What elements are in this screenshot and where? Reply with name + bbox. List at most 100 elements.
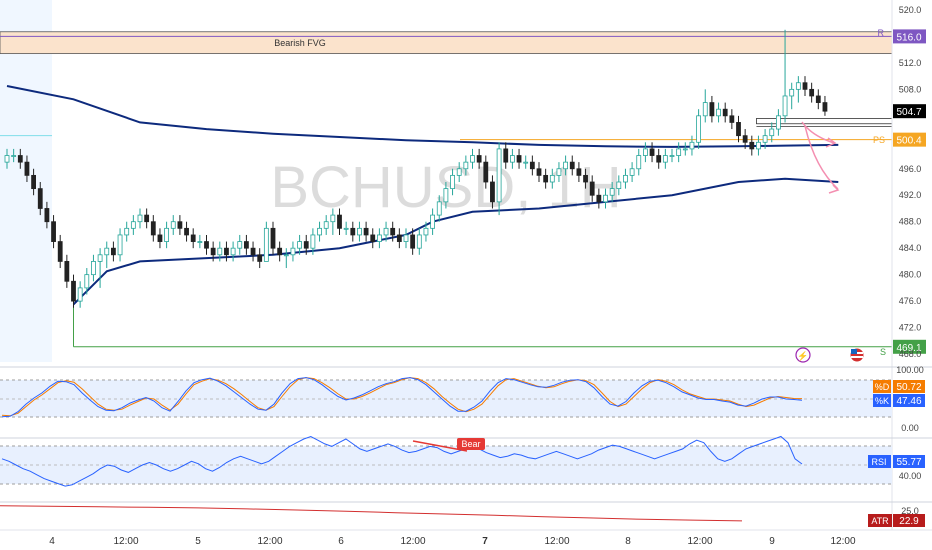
candle-body[interactable] — [164, 227, 170, 242]
candle-body[interactable] — [556, 168, 562, 176]
time-axis[interactable]: 4 12:00 5 12:00 6 12:00 7 12:00 8 12:00 9 12:00 — [49, 536, 856, 547]
candle-body[interactable] — [496, 148, 502, 203]
candle-body[interactable] — [430, 214, 436, 229]
candle-body[interactable] — [210, 247, 216, 256]
candle-body[interactable] — [64, 261, 70, 282]
candle-body[interactable] — [343, 227, 349, 230]
candle-body[interactable] — [596, 194, 602, 203]
candle-body[interactable] — [443, 188, 449, 203]
candle-body[interactable] — [17, 155, 23, 163]
candle-body[interactable] — [197, 241, 203, 243]
candle-body[interactable] — [509, 155, 515, 163]
candle-body[interactable] — [463, 161, 469, 170]
candle-body[interactable] — [150, 221, 156, 236]
candle-body[interactable] — [523, 161, 529, 164]
candle-body[interactable] — [609, 188, 615, 196]
candle-body[interactable] — [536, 168, 542, 176]
candle-body[interactable] — [243, 241, 249, 249]
candle-body[interactable] — [583, 174, 588, 183]
candle-body[interactable] — [376, 234, 382, 242]
candle-body[interactable] — [44, 208, 50, 223]
candle-body[interactable] — [290, 247, 296, 256]
candle-body[interactable] — [516, 155, 522, 163]
candle-body[interactable] — [217, 247, 223, 256]
candle-body[interactable] — [476, 155, 482, 163]
candle-body[interactable] — [742, 135, 748, 143]
candle-body[interactable] — [569, 161, 575, 170]
candle-body[interactable] — [31, 174, 37, 190]
candle-body[interactable] — [323, 221, 329, 229]
candle-body[interactable] — [190, 234, 196, 242]
candle-body[interactable] — [769, 128, 775, 137]
candle-body[interactable] — [629, 168, 635, 176]
candle-body[interactable] — [84, 274, 90, 289]
candle-body[interactable] — [277, 247, 283, 256]
candle-body[interactable] — [636, 155, 642, 170]
candle-body[interactable] — [77, 287, 83, 302]
candle-body[interactable] — [283, 254, 289, 257]
candle-body[interactable] — [350, 227, 356, 236]
candle-body[interactable] — [137, 214, 143, 223]
candle-body[interactable] — [51, 221, 56, 242]
candle-body[interactable] — [576, 168, 582, 176]
candle-body[interactable] — [709, 102, 715, 117]
candle-body[interactable] — [11, 155, 17, 157]
candle-body[interactable] — [230, 247, 236, 256]
candle-body[interactable] — [729, 115, 735, 123]
candle-body[interactable] — [822, 102, 828, 112]
candle-body[interactable] — [104, 247, 110, 256]
candle-body[interactable] — [716, 108, 721, 117]
candle-body[interactable] — [130, 221, 136, 229]
candle-body[interactable] — [756, 141, 761, 150]
candle-body[interactable] — [204, 241, 209, 249]
candle-body[interactable] — [736, 122, 741, 137]
candle-body[interactable] — [776, 115, 781, 130]
candle-body[interactable] — [403, 234, 409, 242]
candle-body[interactable] — [310, 234, 316, 249]
candle-body[interactable] — [144, 214, 150, 223]
candle-body[interactable] — [503, 148, 509, 163]
candle-body[interactable] — [549, 174, 555, 183]
candle-body[interactable] — [111, 247, 116, 256]
candle-body[interactable] — [224, 247, 229, 256]
candle-body[interactable] — [423, 227, 429, 236]
candle-body[interactable] — [91, 261, 96, 276]
candle-body[interactable] — [317, 227, 322, 236]
candle-body[interactable] — [330, 214, 336, 223]
candle-body[interactable] — [789, 88, 795, 97]
candle-body[interactable] — [543, 174, 549, 183]
candle-body[interactable] — [270, 227, 276, 249]
candle-body[interactable] — [702, 102, 708, 117]
candle-body[interactable] — [649, 148, 655, 156]
candle-body[interactable] — [656, 155, 662, 163]
candle-body[interactable] — [762, 135, 768, 143]
candle-body[interactable] — [363, 227, 369, 236]
candle-body[interactable] — [722, 108, 728, 117]
candle-body[interactable] — [802, 82, 808, 90]
candle-body[interactable] — [370, 234, 376, 242]
candle-body[interactable] — [357, 227, 362, 236]
candle-body[interactable] — [643, 148, 648, 156]
candle-body[interactable] — [682, 148, 688, 151]
candle-body[interactable] — [809, 88, 815, 97]
candle-body[interactable] — [676, 148, 682, 156]
candle-body[interactable] — [436, 201, 442, 216]
candle-body[interactable] — [483, 161, 489, 183]
candle-body[interactable] — [450, 174, 455, 190]
candle-body[interactable] — [815, 95, 821, 103]
candle-body[interactable] — [563, 161, 568, 170]
candle-body[interactable] — [117, 234, 123, 256]
candle-body[interactable] — [456, 168, 462, 176]
candle-body[interactable] — [37, 188, 43, 209]
candle-body[interactable] — [297, 241, 303, 249]
candle-body[interactable] — [390, 227, 396, 236]
candle-body[interactable] — [71, 280, 76, 302]
candle-body[interactable] — [124, 227, 130, 236]
candle-body[interactable] — [689, 141, 695, 150]
candle-body[interactable] — [177, 221, 183, 229]
candle-body[interactable] — [589, 181, 595, 196]
candle-body[interactable] — [490, 181, 495, 203]
candle-body[interactable] — [97, 254, 103, 262]
candle-body[interactable] — [623, 174, 628, 183]
